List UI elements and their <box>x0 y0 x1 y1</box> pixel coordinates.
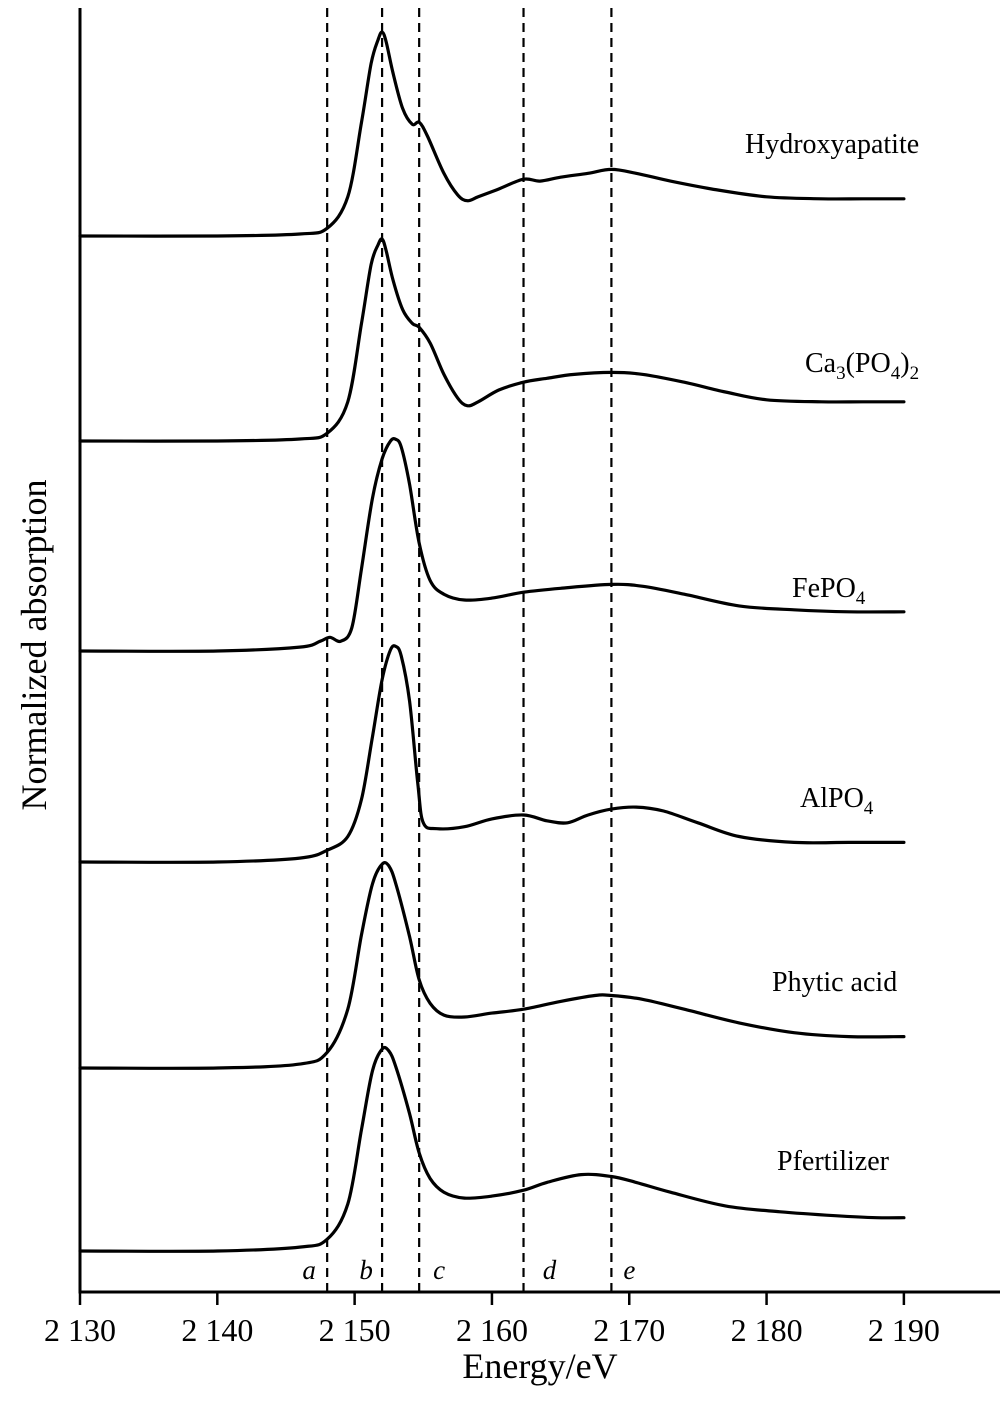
series-label-2: Ca3(PO4)2 <box>805 348 919 384</box>
series-line-4 <box>78 644 906 864</box>
series-line-3 <box>78 437 906 653</box>
x-tick-label: 2 140 <box>181 1312 253 1348</box>
reference-label-e: e <box>623 1255 635 1285</box>
reference-label-d: d <box>543 1255 557 1285</box>
series-group <box>78 30 906 1253</box>
reference-label-b: b <box>359 1255 373 1285</box>
series-labels: Hydroxyapatite Ca3(PO4)2 FePO4 AlPO4 Phytic … <box>745 129 919 1177</box>
series-label-6: Pfertilizer <box>777 1146 890 1177</box>
reference-lines: a b c d e <box>302 8 635 1292</box>
x-axis-title: Energy/eV <box>462 1346 617 1386</box>
x-tick-label: 2 150 <box>319 1312 391 1348</box>
series-line-2 <box>78 237 906 443</box>
x-tick-label: 2 160 <box>456 1312 528 1348</box>
series-line-6 <box>78 1045 906 1253</box>
series-label-1: Hydroxyapatite <box>745 129 919 160</box>
reference-label-a: a <box>302 1255 316 1285</box>
y-axis-title: Normalized absorption <box>14 480 54 811</box>
x-axis-ticks: 2 130 2 140 2 150 2 160 2 170 2 180 2 190 <box>44 1292 940 1348</box>
series-line-5 <box>78 861 906 1070</box>
reference-label-c: c <box>433 1255 445 1285</box>
series-label-5: Phytic acid <box>772 967 897 998</box>
x-tick-label: 2 130 <box>44 1312 116 1348</box>
series-label-4: AlPO4 <box>800 783 874 819</box>
x-tick-label: 2 180 <box>731 1312 803 1348</box>
x-tick-label: 2 170 <box>593 1312 665 1348</box>
series-label-3: FePO4 <box>792 573 866 609</box>
x-tick-label: 2 190 <box>868 1312 940 1348</box>
series-line-1 <box>78 30 906 238</box>
